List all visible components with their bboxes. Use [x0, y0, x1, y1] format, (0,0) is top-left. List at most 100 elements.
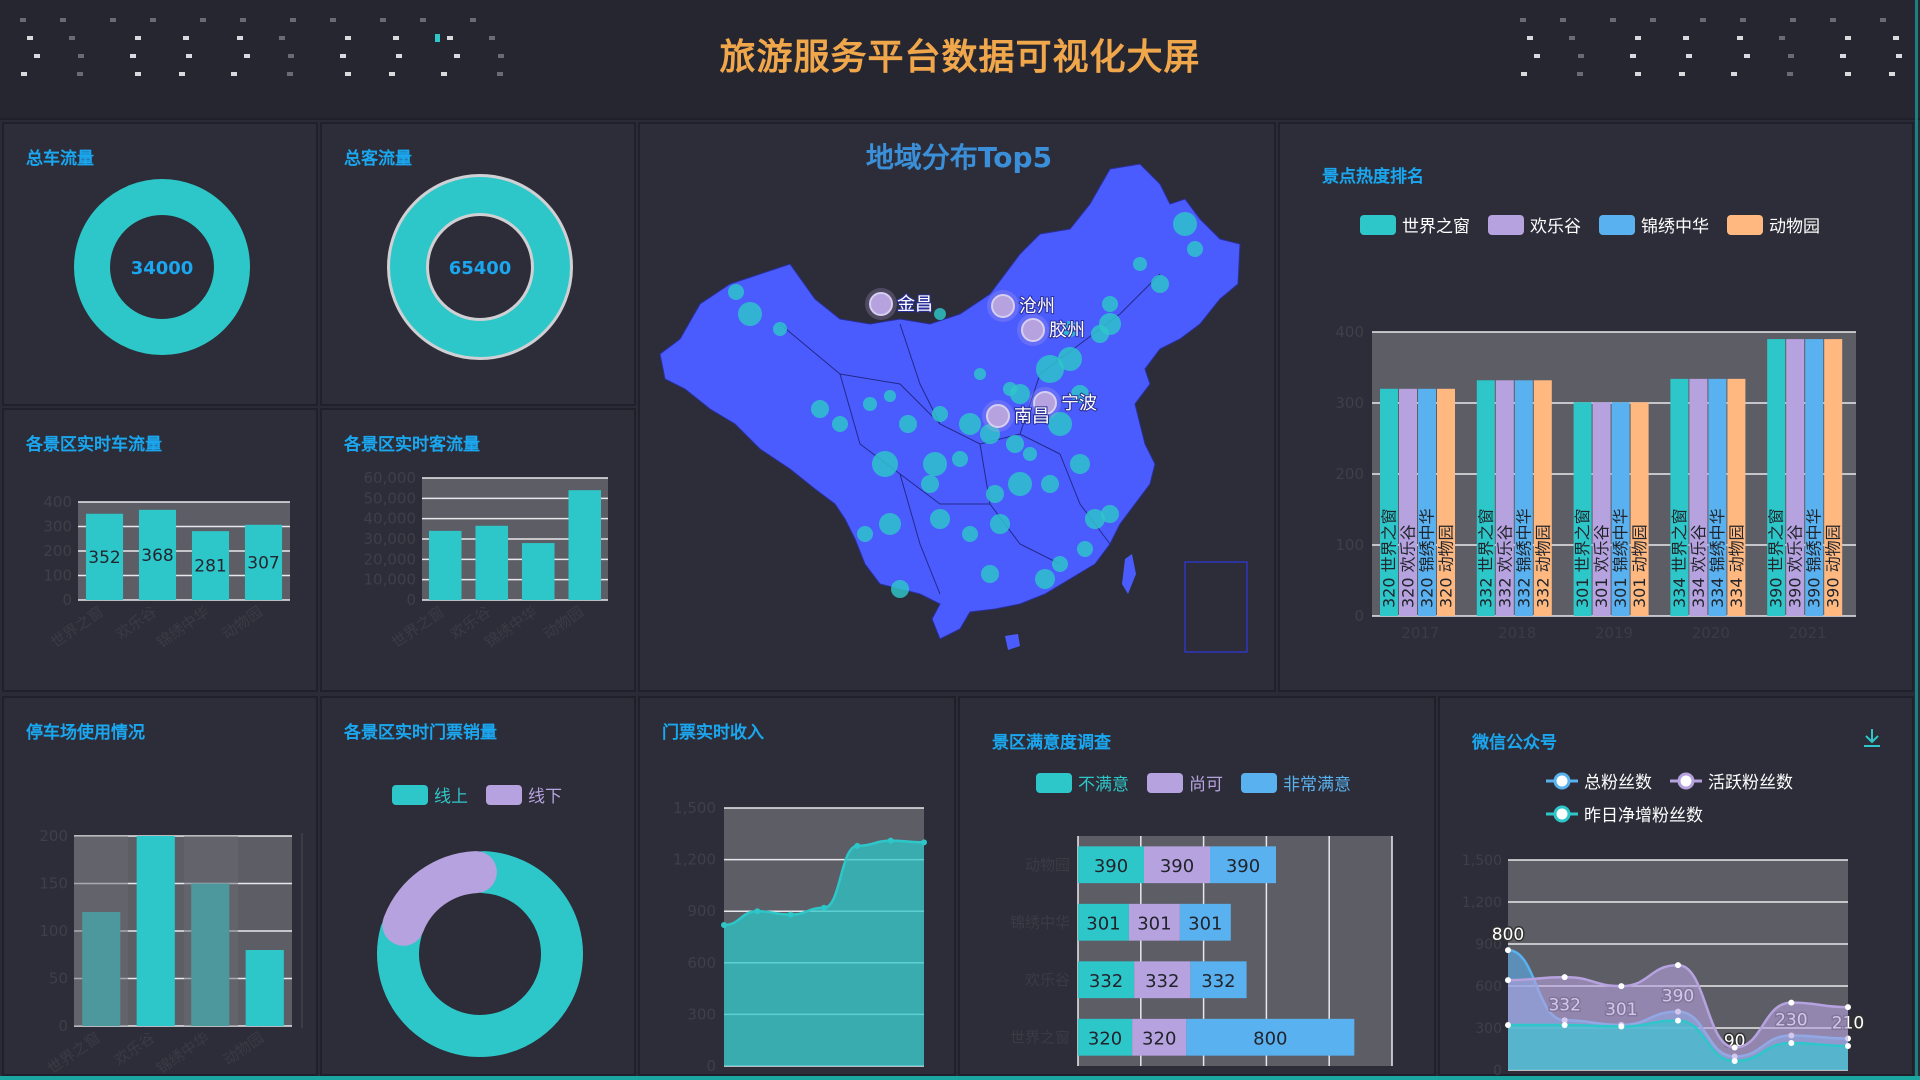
bar-value-label: 332 — [1201, 971, 1235, 992]
x-tick-label: 动物园 — [220, 1029, 267, 1070]
decor-dot — [288, 54, 294, 58]
legend-item[interactable]: 动物园 — [1727, 212, 1820, 237]
panel-realtime-cars: 各景区实时车流量 0 100 200 300 400 352 世界之窗 368 欢乐谷 281 锦绣… — [2, 408, 318, 692]
map-bubble — [1003, 382, 1017, 396]
y-tick-label: 50 — [49, 970, 68, 988]
bar-series-label: 动物园 — [1630, 524, 1649, 572]
decor-dot — [1686, 54, 1692, 58]
legend-item[interactable]: 活跃粉丝数 — [1670, 768, 1793, 793]
decor-dot — [1840, 54, 1846, 58]
city-marker — [1033, 391, 1057, 415]
decor-dot — [1521, 72, 1527, 76]
data-point — [887, 837, 894, 844]
decor-dot — [20, 18, 26, 22]
y-tick-label: 600 — [1475, 979, 1502, 995]
bar-value-label: 390 动物园 — [1824, 524, 1843, 608]
decor-dot — [1787, 72, 1793, 76]
bar — [1418, 388, 1436, 616]
data-point — [1505, 947, 1511, 954]
panel-satisfaction: 景区满意度调查 不满意 尚可 非常满意 320 320 800 世界之窗 332 332 3… — [958, 696, 1436, 1076]
bar — [1786, 339, 1805, 616]
legend-item[interactable]: 总粉丝数 — [1546, 768, 1652, 793]
decor-dot — [1527, 36, 1533, 40]
decor-dot-accent — [435, 34, 440, 42]
panel-title: 总客流量 — [344, 149, 412, 169]
bar-value-label: 390 — [1160, 856, 1194, 877]
city-marker — [991, 294, 1015, 318]
panel-title: 微信公众号 — [1472, 733, 1557, 753]
legend-item[interactable]: 欢乐谷 — [1488, 212, 1581, 237]
panel-wechat: 微信公众号 总粉丝数 活跃粉丝数 昨日净增粉丝数 0 300 600 900 1,200… — [1438, 696, 1914, 1079]
city-label: 宁波 — [1061, 393, 1097, 414]
map-bubble — [1023, 447, 1037, 461]
data-point — [1788, 999, 1795, 1006]
bar-series-label: 欢乐谷 — [1399, 524, 1418, 572]
decor-dot — [1630, 54, 1636, 58]
x-tick-label: 世界之窗 — [388, 603, 447, 652]
bar-value-label: 800 — [1253, 1028, 1287, 1049]
decor-dot — [1740, 18, 1746, 22]
data-point — [1731, 1044, 1738, 1051]
data-point — [854, 842, 861, 849]
map-bubble — [773, 322, 787, 336]
data-point — [1675, 1017, 1681, 1024]
bar — [136, 836, 175, 1026]
bar — [1727, 378, 1746, 616]
legend-item[interactable]: 世界之窗 — [1360, 212, 1470, 237]
decor-dot — [497, 72, 503, 76]
bar — [1514, 380, 1533, 616]
y-tick-label: 400 — [1335, 323, 1364, 341]
x-tick-label: 锦绣中华 — [153, 1029, 212, 1078]
bar-series-label: 世界之窗 — [1573, 508, 1592, 572]
bar — [1611, 402, 1630, 616]
legend-item[interactable]: 尚可 — [1147, 770, 1223, 795]
decor-dot — [1534, 54, 1540, 58]
legend-item[interactable]: 线下 — [486, 782, 562, 807]
decor-dot — [1790, 18, 1796, 22]
page-title: 旅游服务平台数据可视化大屏 — [719, 37, 1201, 78]
total-cars-value: 34000 — [131, 258, 194, 279]
decor-dot — [380, 18, 386, 22]
decor-dot — [1731, 72, 1737, 76]
bar-value-label: 320 欢乐谷 — [1399, 524, 1418, 608]
panel-total-guests: 总客流量 65400 — [320, 122, 636, 406]
map-bubble — [952, 451, 968, 467]
legend-item[interactable]: 线上 — [392, 782, 468, 807]
bar — [191, 531, 230, 600]
legend-item[interactable]: 非常满意 — [1241, 770, 1351, 795]
decor-dot — [231, 72, 237, 76]
legend-item[interactable]: 不满意 — [1036, 770, 1129, 795]
area-fill — [724, 840, 924, 1066]
map-bubble — [1058, 347, 1082, 371]
legend-item[interactable]: 锦绣中华 — [1599, 212, 1709, 237]
legend-item[interactable]: 昨日净增粉丝数 — [1546, 801, 1703, 826]
map-bubble — [934, 308, 946, 320]
bar-value-label: 332 — [1145, 971, 1179, 992]
y-tick-label: 400 — [43, 493, 72, 511]
map-bubble — [872, 451, 898, 477]
bar — [1824, 339, 1843, 616]
bar-value-label: 332 世界之窗 — [1476, 508, 1495, 608]
decor-dot — [393, 36, 399, 40]
y-tick-label: 40,000 — [364, 510, 417, 528]
bar — [1630, 402, 1649, 616]
x-tick-label: 锦绣中华 — [481, 603, 540, 652]
x-tick-label: 锦绣中华 — [153, 603, 212, 652]
bar-segment — [1128, 903, 1180, 941]
bar-value-label: 390 — [1226, 856, 1260, 877]
map-bubble — [980, 424, 1000, 444]
decor-dot — [396, 54, 402, 58]
decor-dot — [1700, 18, 1706, 22]
bar-value-label: 301 动物园 — [1630, 524, 1649, 608]
bar — [1592, 402, 1611, 616]
y-tick-label: 0 — [58, 1017, 68, 1035]
decor-dot — [389, 72, 395, 76]
hainan-island — [1005, 634, 1020, 650]
y-tick-label: 1,200 — [1462, 895, 1502, 911]
bar-segment — [1078, 1018, 1133, 1056]
bar-value-label: 320 世界之窗 — [1380, 508, 1399, 608]
map-bubble — [1173, 212, 1197, 236]
x-tick-label: 动物园 — [219, 603, 266, 644]
